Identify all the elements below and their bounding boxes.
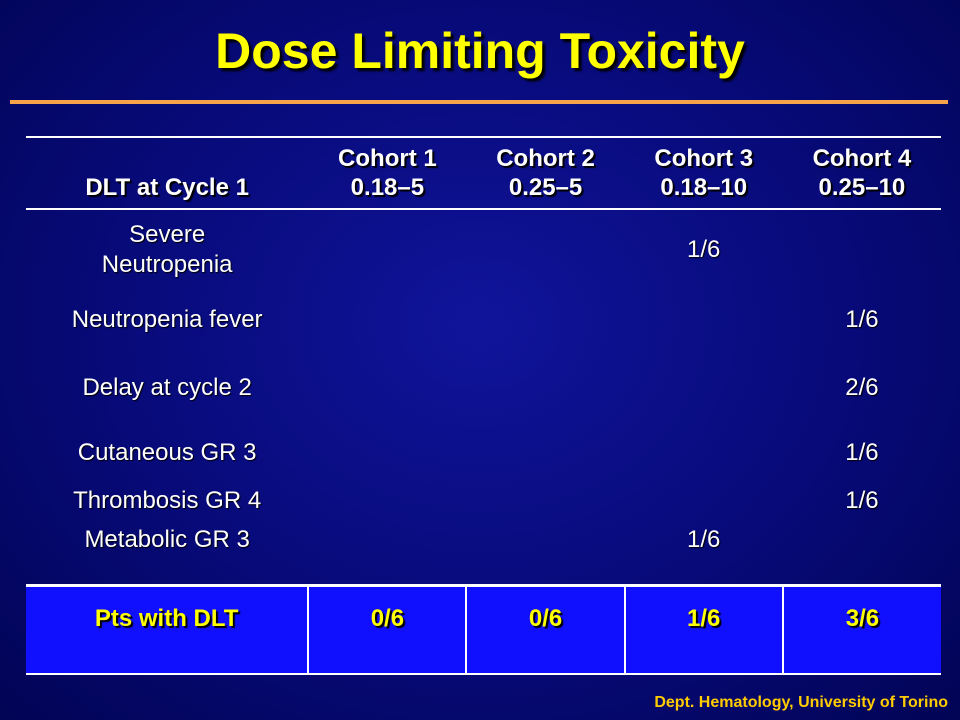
summary-cell: 0/6 (307, 585, 467, 674)
row-label: Metabolic GR 3 (84, 526, 250, 553)
table-cell (625, 480, 783, 522)
table-cell (466, 209, 624, 290)
table-cell: 2/6 (845, 374, 879, 401)
table-cell: 1/6 (687, 526, 721, 553)
table-cell (466, 426, 624, 480)
table-cell (466, 290, 624, 350)
header-cohort-2: Cohort 2 0.25–5 (496, 145, 595, 201)
header-row: DLT at Cycle 1 Cohort 1 0.18–5 Cohort 2 … (26, 137, 941, 209)
table-cell (625, 350, 783, 426)
table-cell (783, 522, 941, 586)
table-cell (308, 290, 466, 350)
row-label: Severe Neutropenia (101, 221, 233, 278)
header-cohort-3: Cohort 3 0.18–10 (654, 145, 754, 201)
table-cell (308, 480, 466, 522)
summary-row: Pts with DLT 0/6 0/6 1/6 3/6 (26, 585, 941, 674)
summary-cell: 0/6 (465, 585, 625, 674)
table-cell: 1/6 (845, 487, 879, 514)
row-label: Cutaneous GR 3 (77, 439, 257, 466)
title-divider (10, 100, 948, 104)
header-cohort-1: Cohort 1 0.18–5 (338, 145, 437, 201)
table-row: Delay at cycle 2 2/6 (26, 350, 941, 426)
table-cell (783, 209, 941, 290)
table-cell: 1/6 (845, 439, 879, 466)
table-row: Neutropenia fever 1/6 (26, 290, 941, 350)
slide-title: Dose Limiting Toxicity (215, 23, 745, 79)
table-row: Metabolic GR 3 1/6 (26, 522, 941, 586)
table-cell (466, 480, 624, 522)
dlt-table: DLT at Cycle 1 Cohort 1 0.18–5 Cohort 2 … (26, 136, 941, 675)
table-cell (308, 426, 466, 480)
table-row: Severe Neutropenia 1/6 (26, 209, 941, 290)
summary-label: Pts with DLT (94, 605, 239, 632)
header-cohort-4: Cohort 4 0.25–10 (812, 145, 912, 201)
table-cell (466, 522, 624, 586)
footer-credit: Dept. Hematology, University of Torino (654, 694, 948, 711)
dlt-table-container: DLT at Cycle 1 Cohort 1 0.18–5 Cohort 2 … (26, 136, 941, 675)
table-cell (308, 209, 466, 290)
table-cell (625, 290, 783, 350)
table-cell: 1/6 (845, 306, 879, 333)
table-cell (625, 426, 783, 480)
table-cell: 1/6 (687, 236, 721, 263)
row-label: Thrombosis GR 4 (73, 487, 262, 514)
header-dlt-at-cycle-1: DLT at Cycle 1 (85, 174, 249, 201)
table-cell (308, 522, 466, 586)
summary-cell: 3/6 (781, 585, 941, 674)
summary-cell: 1/6 (623, 585, 783, 674)
table-cell (466, 350, 624, 426)
row-label: Delay at cycle 2 (82, 374, 252, 401)
row-label: Neutropenia fever (71, 306, 263, 333)
table-row: Cutaneous GR 3 1/6 (26, 426, 941, 480)
table-cell (308, 350, 466, 426)
table-row: Thrombosis GR 4 1/6 (26, 480, 941, 522)
